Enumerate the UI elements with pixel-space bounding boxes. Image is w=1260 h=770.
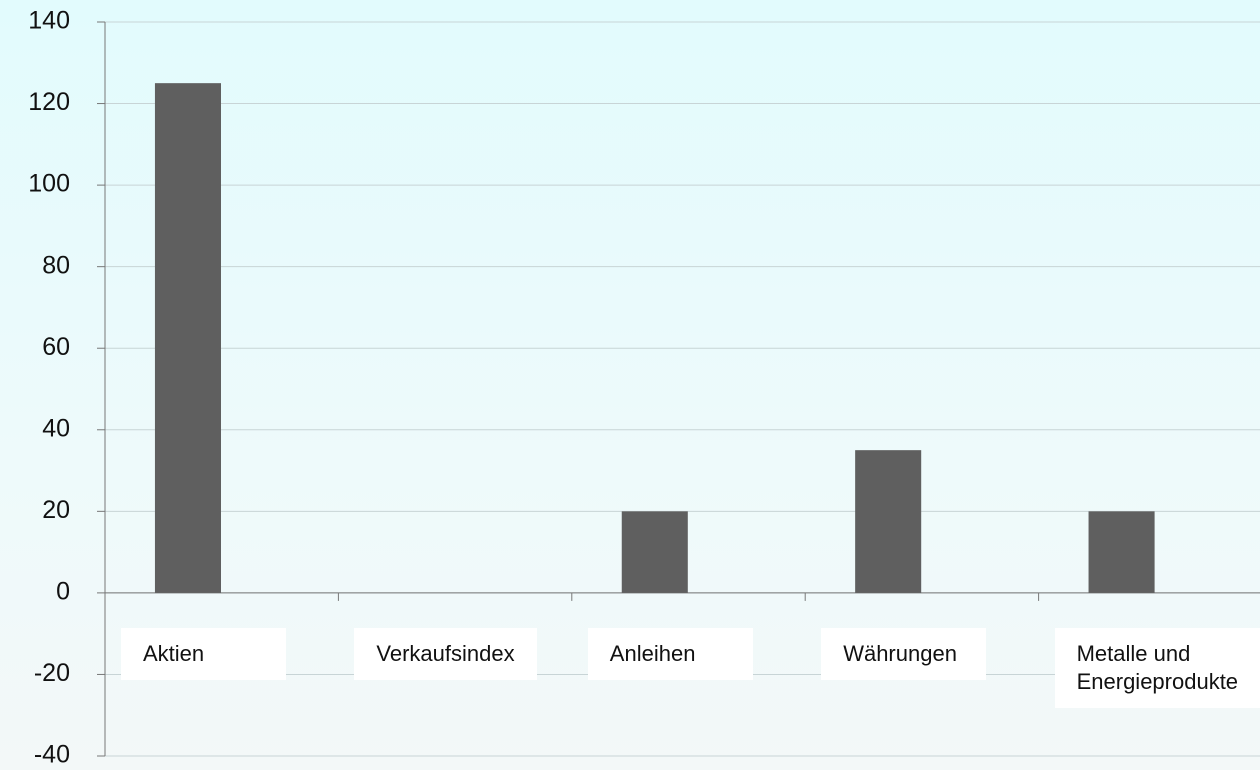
y-tick-label: -40: [34, 741, 70, 769]
y-tick-label: 40: [42, 414, 70, 442]
x-tick-label: Verkaufsindex: [354, 628, 537, 680]
x-tick-label: Anleihen: [587, 628, 753, 680]
y-tick-label: 20: [42, 496, 70, 524]
y-tick-label: 0: [56, 577, 70, 605]
x-tick-label: Aktien: [121, 628, 286, 680]
bar: [1088, 511, 1155, 593]
y-tick-label: 120: [28, 88, 70, 116]
y-tick-label: 100: [28, 170, 70, 198]
x-tick-label: Währungen: [821, 628, 987, 680]
y-tick-label: 80: [42, 251, 70, 279]
bar: [621, 511, 688, 593]
y-tick-label: -20: [34, 659, 70, 687]
y-tick-label: 60: [42, 333, 70, 361]
bar: [154, 83, 221, 593]
y-tick-label: 140: [28, 7, 70, 35]
bar: [855, 450, 922, 593]
x-tick-label: Metalle und Energieprodukte: [1054, 628, 1260, 708]
